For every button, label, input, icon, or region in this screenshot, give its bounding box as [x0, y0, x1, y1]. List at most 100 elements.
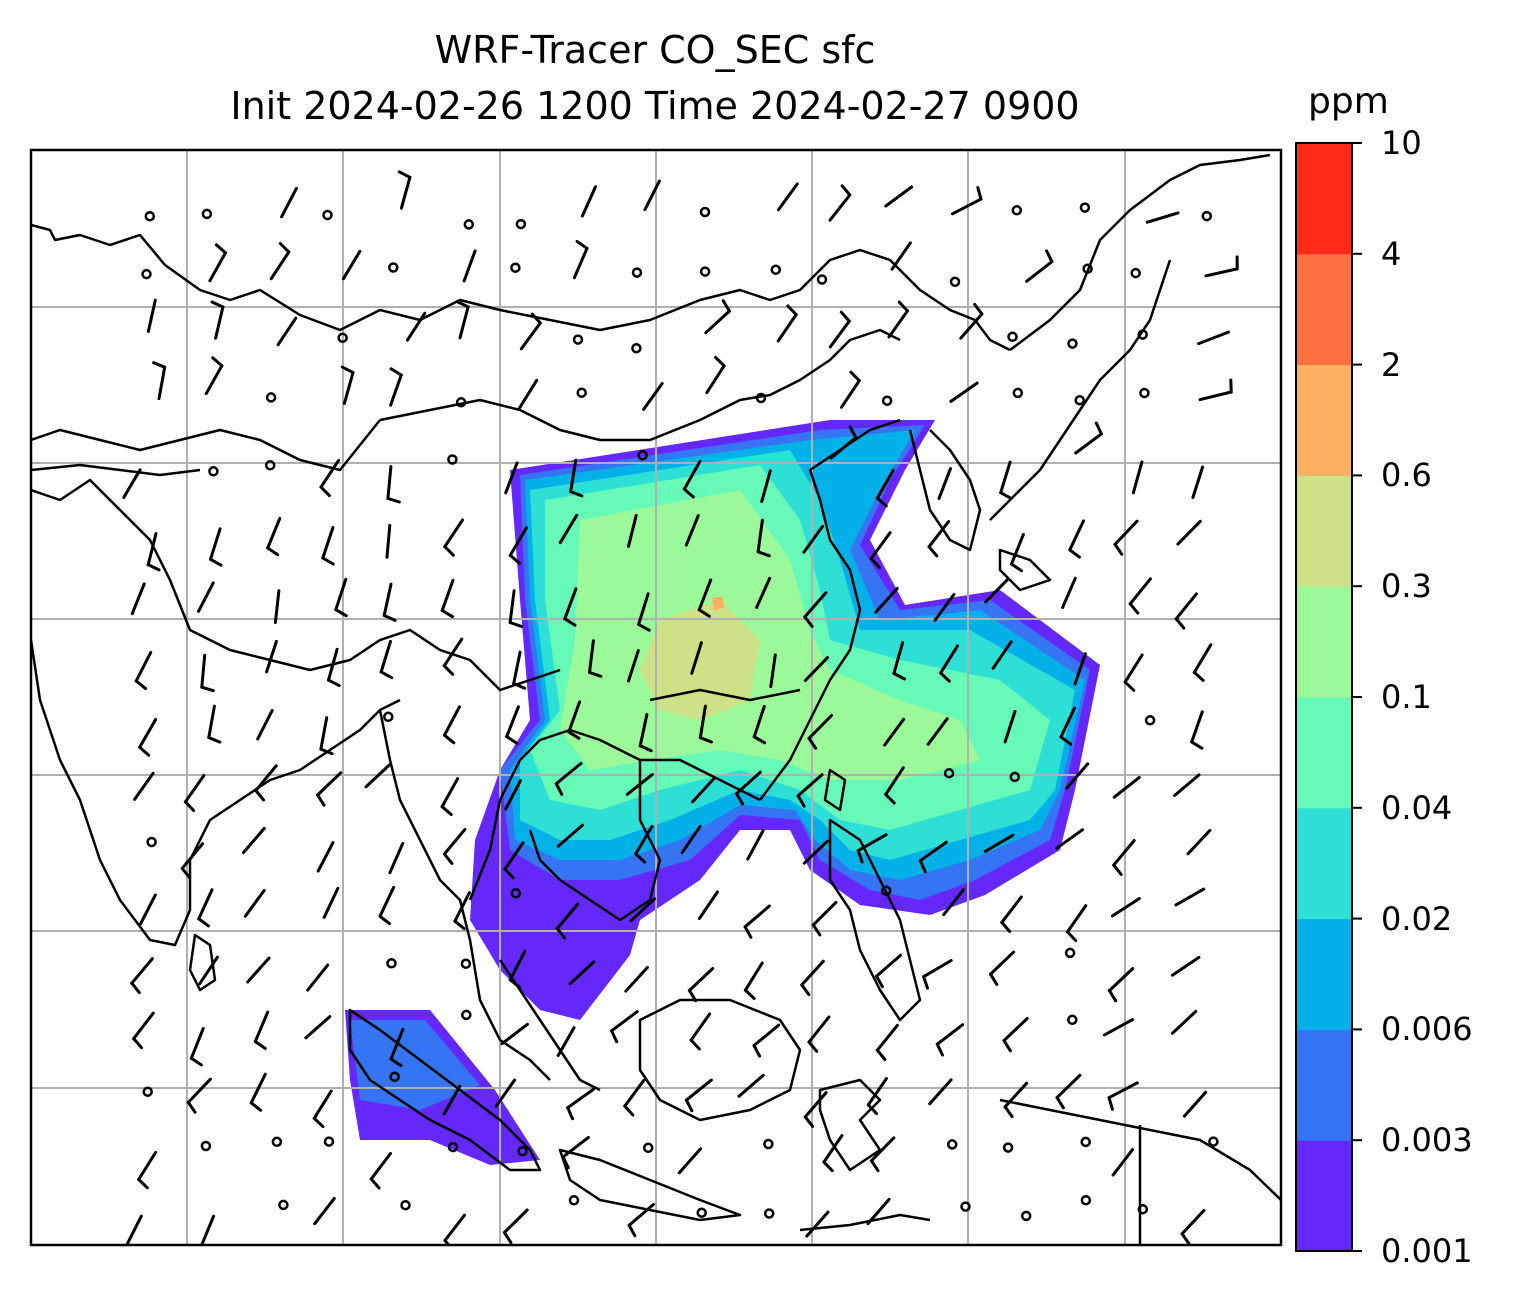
wind-barb-flag [569, 490, 584, 498]
calm-wind-circle [631, 342, 642, 354]
calm-wind-circle [517, 1145, 528, 1157]
calm-wind-circle [1007, 331, 1018, 343]
wind-barb-staff [1186, 828, 1212, 856]
wind-barb-flag [803, 615, 814, 628]
calm-wind-circle [389, 1071, 400, 1083]
wind-barb-staff [342, 371, 355, 405]
wind-barb-staff [207, 704, 216, 740]
wind-barb-staff [698, 704, 707, 740]
wind-barb-staff [691, 776, 716, 804]
wind-barb-flag [512, 682, 527, 690]
wind-barb-staff [580, 185, 597, 218]
wind-barb-flag [743, 925, 753, 939]
wind-barb-staff [610, 1010, 639, 1033]
wind-barb-flag [200, 685, 215, 693]
wind-barb-staff [746, 829, 765, 861]
calm-wind-circle [943, 767, 955, 779]
calm-wind-circle [447, 1141, 459, 1153]
colorbar-segment [1296, 697, 1352, 809]
wind-barb-staff [1170, 955, 1201, 977]
wind-barb-staff [1025, 260, 1054, 283]
wind-barb-flag [183, 800, 196, 812]
wind-barb-staff [1123, 653, 1144, 684]
wind-barb-staff [189, 1027, 205, 1060]
wind-barb-staff [254, 764, 278, 792]
wind-barb-staff [840, 379, 861, 409]
wind-barb-staff [869, 1136, 896, 1163]
wind-barb-flag [866, 1103, 879, 1116]
wind-barb-flag [1002, 1039, 1012, 1053]
calm-wind-circle [388, 262, 399, 273]
wind-barb-staff [803, 591, 828, 619]
wind-barb-flag [443, 733, 456, 745]
wind-barb-flag [209, 557, 223, 567]
calm-wind-circle [510, 888, 522, 899]
wind-barb-flag [389, 367, 403, 377]
wind-barb-flag [610, 1029, 619, 1044]
calm-wind-circle [1074, 394, 1085, 406]
wind-barb-staff [684, 1078, 713, 1102]
wind-barb-staff [756, 518, 764, 554]
calm-wind-circle [1079, 202, 1091, 213]
wind-barb-flag [803, 1115, 815, 1128]
wind-barb-flag [1192, 670, 1205, 682]
colorbar-tick-label: 4 [1381, 234, 1402, 273]
wind-barb-staff [918, 840, 948, 863]
calm-wind-circle [141, 268, 152, 280]
wind-barb-flag [721, 299, 731, 313]
wind-barb-flag [134, 679, 148, 691]
wind-barb-staff [204, 364, 224, 396]
wind-barb-staff [866, 1197, 891, 1226]
wind-barb-staff [803, 1091, 828, 1119]
wind-barb-flag [443, 545, 455, 557]
wind-barb-staff [1107, 967, 1135, 993]
wind-barb-flag [312, 1116, 325, 1129]
colorbar-segment [1296, 1140, 1352, 1252]
wind-barb-staff [884, 185, 914, 208]
wind-barb-staff [453, 891, 471, 923]
wind-barb-flag [588, 670, 603, 678]
calm-wind-circle [881, 395, 893, 406]
colorbar-tick-label: 0.02 [1381, 899, 1453, 938]
wind-barb-flag [378, 914, 391, 926]
wind-barb-staff [1061, 576, 1077, 609]
wind-barb-staff [690, 641, 703, 675]
wind-barb-staff [246, 956, 271, 984]
calm-wind-circle [264, 460, 276, 471]
wind-barb-staff [130, 582, 146, 616]
wind-barb-flag [1107, 1096, 1114, 1111]
wind-barb-staff [458, 305, 470, 340]
wind-barb-flag [1010, 562, 1023, 573]
wind-barb-staff [875, 1023, 899, 1052]
calm-wind-circle [696, 1207, 707, 1218]
wind-barb-flag [822, 1160, 834, 1173]
colorbar [1296, 142, 1362, 1252]
wind-barb-flag [637, 622, 651, 632]
wind-barb-staff [133, 771, 155, 801]
plot-frame [29, 148, 1283, 1247]
calm-wind-circle [642, 1142, 654, 1154]
wind-barb-flag [875, 974, 884, 989]
wind-barb-flag [875, 496, 888, 508]
wind-barb-staff [684, 514, 700, 547]
wind-barb-flag [849, 370, 861, 383]
colorbar-tick-label: 10 [1381, 124, 1422, 162]
wind-barb-staff [743, 904, 771, 929]
wind-barb-staff [625, 772, 654, 796]
wind-barb-staff [183, 774, 206, 804]
wind-barb-flag [508, 553, 521, 565]
wind-barb-flag [575, 240, 589, 250]
wind-barb-flag [697, 608, 711, 618]
wind-barb-staff [273, 589, 281, 624]
wind-barb-staff [558, 513, 579, 545]
russia-far-east [1009, 153, 1271, 351]
wind-barb-flag [316, 793, 326, 807]
lesser-sunda [799, 1213, 931, 1232]
wind-barb-staff [319, 716, 329, 751]
colorbar-segment [1296, 918, 1352, 1030]
wind-barb-staff [752, 1023, 781, 1047]
colorbar-tick-label: 0.1 [1381, 678, 1432, 716]
wind-barb-flag [1107, 989, 1118, 1003]
india-outline [31, 639, 401, 947]
wind-barb-flag [796, 794, 806, 808]
